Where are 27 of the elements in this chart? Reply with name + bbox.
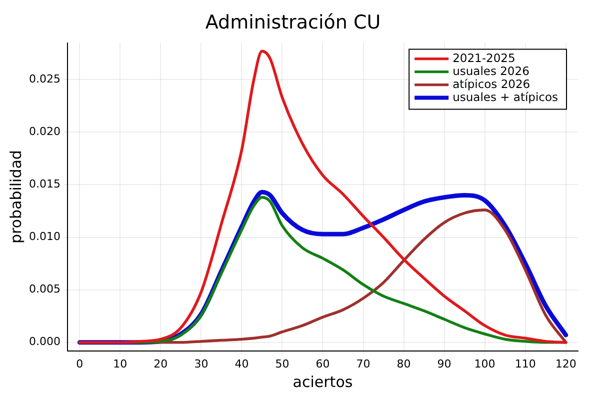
legend-label: atípicos 2026 — [452, 76, 530, 91]
legend-label: 2021-2025 — [452, 50, 516, 65]
chart-title: Administración CU — [205, 11, 381, 34]
x-tick-label: 10 — [113, 357, 128, 370]
x-tick-label: 60 — [316, 357, 330, 370]
x-tick-label: 40 — [234, 357, 249, 370]
y-tick-label: 0.000 — [28, 335, 60, 348]
x-tick-label: 100 — [474, 357, 496, 370]
line-series — [78, 50, 568, 344]
legend-label: usuales 2026 — [452, 64, 530, 78]
x-tick-label: 80 — [396, 357, 411, 370]
x-tick-label: 50 — [275, 357, 290, 370]
y-tick-label: 0.010 — [28, 230, 60, 244]
x-tick-label: 70 — [356, 357, 370, 370]
y-tick-label: 0.025 — [28, 72, 60, 86]
x-axis-title: aciertos — [292, 372, 353, 391]
legend-label: usuales + atípicos — [452, 90, 558, 104]
x-tick-label: 0 — [76, 357, 84, 370]
y-axis-title: probabilidad — [6, 150, 25, 244]
x-tick-label: 110 — [514, 357, 536, 370]
y-tick-label: 0.020 — [28, 125, 60, 138]
x-tick-label: 20 — [154, 357, 168, 370]
x-tick-label: 30 — [194, 357, 208, 370]
y-tick-label: 0.005 — [28, 282, 60, 296]
x-tick-label: 90 — [437, 357, 452, 370]
y-tick-label: 0.015 — [28, 178, 60, 191]
x-tick-label: 120 — [555, 357, 576, 370]
